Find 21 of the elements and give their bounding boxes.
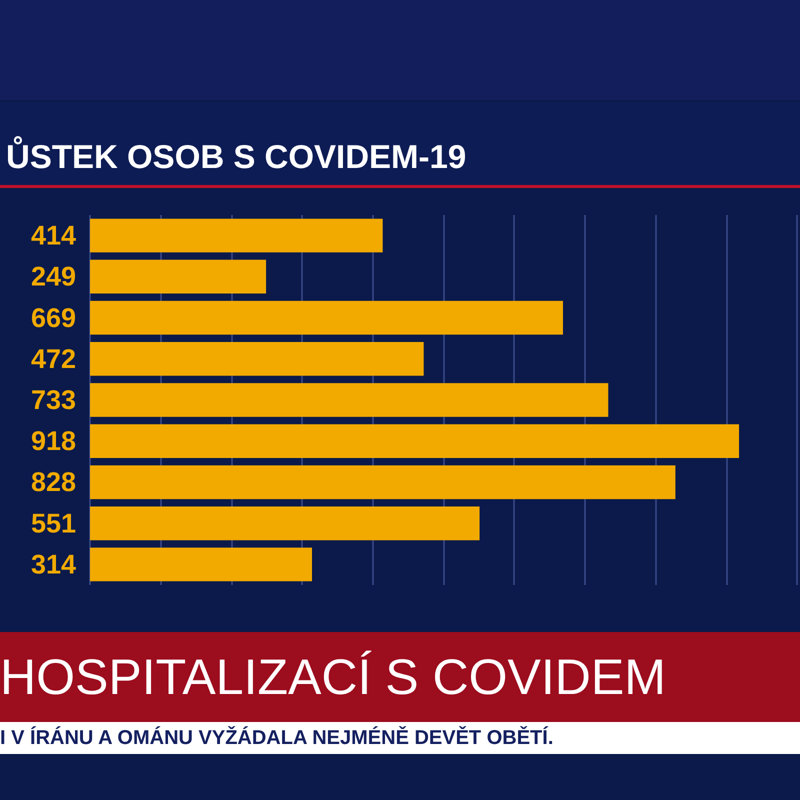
data-label: 828 — [30, 467, 76, 498]
chart-title: ŮSTEK OSOB S COVIDEM-19 — [0, 102, 800, 188]
text: HOSPITALIZACÍ S COVIDEM — [0, 632, 800, 722]
data-label: 918 — [30, 426, 76, 456]
bar — [90, 424, 740, 458]
text: I V ÍRÁNU A OMÁNU VYŽÁDALA NEJMÉNĚ DEVĚT OBĚTÍ. — [0, 722, 800, 754]
data-label: 314 — [30, 549, 76, 580]
data-label: 551 — [30, 508, 76, 538]
bar — [90, 300, 563, 335]
bar — [90, 342, 424, 376]
bar — [90, 383, 608, 417]
bar — [90, 506, 480, 540]
bar — [90, 260, 266, 294]
bar — [90, 548, 312, 582]
bar — [90, 465, 676, 500]
data-label: 733 — [30, 385, 76, 415]
data-label: 249 — [30, 262, 76, 292]
data-label: 414 — [30, 220, 76, 251]
bar — [90, 218, 383, 252]
data-label: 472 — [30, 344, 76, 374]
data-label: 669 — [30, 302, 76, 333]
